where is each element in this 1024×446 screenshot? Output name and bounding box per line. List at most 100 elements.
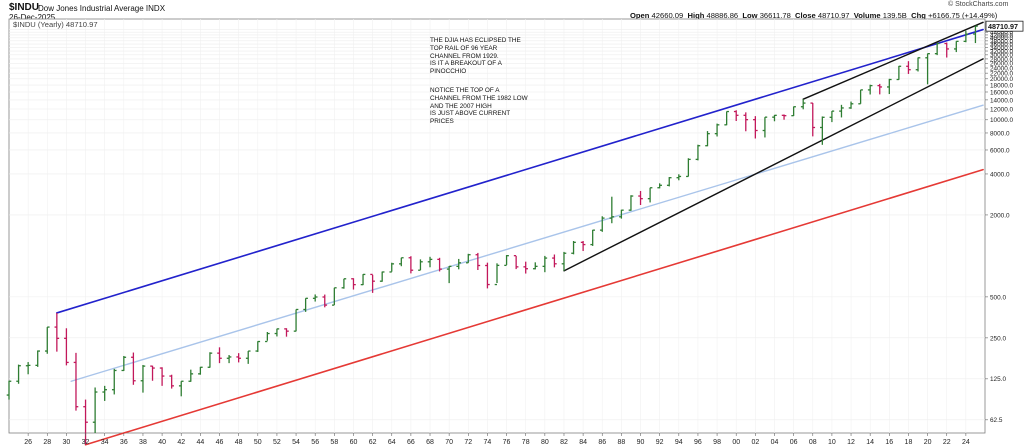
ohlc-bar-1963 (379, 271, 385, 282)
y-tick-label: 22000.0 (990, 71, 1014, 78)
y-tick-label: 250.0 (990, 335, 1006, 342)
ohlc-bar-2009 (820, 116, 825, 145)
ohlc-bar-1986 (599, 216, 605, 232)
x-tick-label: 18 (905, 439, 913, 446)
x-tick-label: 14 (866, 439, 874, 446)
ohlc-bar-1952 (274, 328, 280, 337)
ohlc-bar-1930 (64, 328, 69, 366)
x-tick-label: 32 (82, 439, 90, 446)
ohlc-bar-1997 (705, 131, 710, 147)
trendline-mid_rail (70, 104, 984, 382)
ohlc-bar-2014 (867, 84, 873, 95)
y-tick-label: 2000.0 (990, 212, 1010, 219)
x-tick-label: 38 (139, 439, 147, 446)
y-tick-label: 26000.0 (990, 61, 1014, 68)
ohlc-bar-2011 (839, 104, 844, 118)
ohlc-bar-1996 (695, 144, 701, 161)
ohlc-bar-2000 (733, 110, 739, 121)
x-tick-label: 78 (522, 439, 530, 446)
x-tick-label: 22 (943, 439, 951, 446)
ohlc-bar-1983 (571, 240, 576, 255)
ohlc-bars (6, 25, 978, 445)
trendline-bottom_rail (84, 168, 984, 446)
x-tick-label: 06 (790, 439, 798, 446)
ohlc-bar-1929 (54, 312, 60, 352)
x-tick-label: 58 (330, 439, 338, 446)
ohlc-bar-2010 (829, 110, 835, 123)
ohlc-bar-1960 (351, 278, 356, 290)
ohlc-bar-1928 (44, 326, 50, 354)
ohlc-bar-1998 (714, 123, 720, 137)
y-tick-label: 16000.0 (990, 89, 1014, 96)
x-tick-label: 92 (656, 439, 664, 446)
ohlc-bar-1981 (552, 254, 557, 268)
ohlc-bar-2018 (906, 61, 911, 74)
x-tick-label: 72 (464, 439, 472, 446)
low-label: Low (742, 11, 758, 20)
x-tick-label: 44 (196, 439, 204, 446)
x-tick-label: 76 (503, 439, 511, 446)
x-tick-label: 08 (809, 439, 817, 446)
ohlc-bar-2007 (800, 99, 806, 110)
ohlc-bar-1950 (255, 340, 261, 352)
ohlc-bar-2015 (877, 83, 883, 95)
x-tick-label: 50 (254, 439, 262, 446)
ohlc-bar-1924 (6, 380, 12, 400)
ohlc-bar-1941 (169, 374, 174, 389)
ohlc-bar-1939 (150, 365, 155, 381)
ohlc-bar-2001 (743, 112, 749, 132)
ohlc-bar-1973 (475, 252, 481, 270)
x-tick-label: 88 (617, 439, 625, 446)
y-tick-label: 40000.0 (990, 35, 1014, 42)
trendlines (56, 21, 984, 446)
ohlc-bar-2008 (810, 102, 816, 137)
x-tick-label: 26 (24, 439, 32, 446)
ohlc-bar-1971 (456, 258, 462, 270)
x-tick-label: 20 (924, 439, 932, 446)
y-tick-label: 12000.0 (990, 106, 1014, 113)
ohlc-bar-1977 (513, 255, 519, 270)
ohlc-bar-1937 (131, 352, 136, 385)
x-tick-label: 30 (63, 439, 71, 446)
x-tick-label: 84 (579, 439, 587, 446)
ohlc-bar-1993 (666, 177, 672, 187)
ohlc-bar-1936 (121, 355, 127, 372)
ohlc-bar-1943 (188, 369, 194, 382)
ohlc-bar-1940 (159, 367, 165, 386)
x-tick-label: 52 (273, 439, 281, 446)
ohlc-bar-1989 (628, 195, 634, 211)
y-tick-label: 10000.0 (990, 117, 1014, 124)
ohlc-bar-1966 (408, 256, 414, 274)
ohlc-bar-1975 (494, 263, 500, 286)
trendline-channel_07_high (802, 21, 984, 100)
ohlc-bar-1964 (389, 262, 395, 273)
ohlc-bar-2025 (973, 25, 978, 44)
symbol-title: $INDU (9, 2, 40, 13)
high-label: High (687, 11, 705, 20)
y-tick-label: 34000.0 (990, 45, 1014, 52)
ohlc-bar-1932 (83, 399, 88, 445)
ohlc-bar-2021 (934, 42, 940, 56)
ohlc-bar-2004 (772, 114, 777, 122)
trendline-top_rail (56, 28, 984, 314)
ohlc-bar-2020 (925, 53, 930, 85)
ohlc-bar-1956 (312, 294, 318, 302)
y-tick-label: 38000.0 (990, 38, 1014, 45)
ohlc-bar-1948 (236, 353, 241, 363)
ohlc-bar-1984 (580, 240, 586, 252)
x-tick-label: 34 (101, 439, 109, 446)
x-tick-label: 98 (713, 439, 721, 446)
ohlc-bar-2002 (753, 116, 758, 139)
ohlc-bar-1925 (16, 364, 21, 384)
ohlc-bar-1951 (265, 332, 270, 343)
ohlc-bar-2022 (944, 42, 950, 58)
ohlc-bar-1945 (207, 352, 213, 368)
ohlc-bar-2013 (858, 89, 863, 105)
x-tick-label: 42 (177, 439, 185, 446)
chg-label: Chg (911, 11, 926, 20)
ohlc-bar-1949 (245, 350, 251, 364)
ohlc-bar-1942 (178, 380, 184, 397)
volume-value: 139.5B (882, 11, 907, 20)
ohlc-bar-1999 (724, 110, 729, 126)
high-value: 48886.86 (706, 11, 739, 20)
